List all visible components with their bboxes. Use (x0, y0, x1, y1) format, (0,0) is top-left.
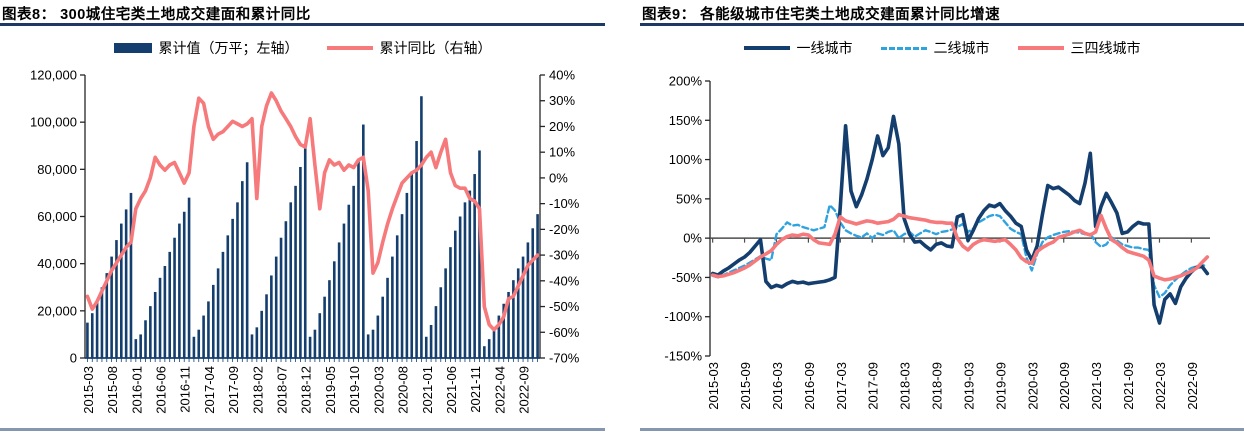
svg-text:100%: 100% (669, 152, 703, 167)
figure9-line-chart: 200% 150% 100% 50% 0% -50% -100% -150% 2015-03 20… (664, 74, 1210, 410)
legend-label: 累计同比（右轴） (379, 42, 492, 57)
svg-text:2015-03: 2015-03 (81, 366, 96, 414)
legend-item-cumulative-value: 累计值（万平；左轴） (113, 38, 299, 58)
svg-text:40%: 40% (549, 68, 575, 83)
svg-text:2022-09: 2022-09 (517, 366, 532, 414)
svg-text:-50%: -50% (549, 299, 580, 314)
legend-label: 一线城市 (796, 42, 853, 57)
svg-text:2017-09: 2017-09 (226, 366, 241, 414)
svg-text:2021-01: 2021-01 (420, 366, 435, 414)
svg-text:2018-09: 2018-09 (930, 362, 945, 410)
svg-text:20%: 20% (549, 119, 575, 134)
svg-text:-10%: -10% (549, 196, 580, 211)
svg-text:200%: 200% (669, 74, 703, 89)
figure8-bottom-rule (0, 428, 605, 431)
figure8-panel: 图表8： 300城住宅类土地成交建面和累计同比 累计值（万平；左轴） 累计同比（… (0, 0, 605, 441)
svg-text:2019-09: 2019-09 (993, 362, 1008, 410)
figure8-legend: 累计值（万平；左轴） 累计同比（右轴） (0, 36, 605, 60)
legend-label: 二线城市 (933, 42, 990, 57)
svg-text:2017-03: 2017-03 (834, 362, 849, 410)
figure9-caption-rule (640, 23, 1244, 26)
svg-text:2015-08: 2015-08 (105, 366, 120, 414)
legend-label: 三四线城市 (1070, 42, 1141, 57)
svg-text:2016-09: 2016-09 (802, 362, 817, 410)
svg-text:-100%: -100% (664, 309, 702, 324)
svg-text:2022-03: 2022-03 (1153, 362, 1168, 410)
svg-text:2021-03: 2021-03 (1089, 362, 1104, 410)
line-swatch-icon (326, 46, 373, 50)
svg-text:0: 0 (70, 351, 77, 366)
svg-text:30%: 30% (549, 93, 575, 108)
figure8-bar-line-chart: 0 20,000 40,000 60,000 80,000 100,000 120,000 4… (30, 68, 580, 414)
svg-text:0%: 0% (549, 170, 568, 185)
svg-text:2016-03: 2016-03 (770, 362, 785, 410)
svg-text:2020-03: 2020-03 (1025, 362, 1040, 410)
svg-text:-20%: -20% (549, 222, 580, 237)
svg-text:2020-03: 2020-03 (371, 366, 386, 414)
legend-item-tier1: 一线城市 (743, 38, 853, 58)
svg-text:50%: 50% (676, 191, 702, 206)
svg-text:2020-09: 2020-09 (1057, 362, 1072, 410)
svg-text:0%: 0% (683, 231, 702, 246)
svg-text:80,000: 80,000 (37, 162, 77, 177)
svg-text:-150%: -150% (664, 349, 702, 364)
figure9-legend: 一线城市 二线城市 三四线城市 (640, 36, 1244, 60)
svg-text:2018-07: 2018-07 (275, 366, 290, 414)
svg-text:120,000: 120,000 (30, 68, 77, 83)
figure9-panel: 图表9： 各能级城市住宅类土地成交建面累计同比增速 一线城市 二线城市 三四线城… (640, 0, 1244, 441)
svg-text:-40%: -40% (549, 273, 580, 288)
dashed-line-swatch-icon (880, 46, 927, 50)
svg-text:150%: 150% (669, 113, 703, 128)
svg-text:2022-09: 2022-09 (1185, 362, 1200, 410)
svg-text:2019-03: 2019-03 (961, 362, 976, 410)
figure8-caption-rule (0, 23, 605, 26)
svg-text:2015-03: 2015-03 (706, 362, 721, 410)
svg-text:2022-04: 2022-04 (492, 366, 507, 414)
svg-text:2018-12: 2018-12 (299, 366, 314, 414)
legend-item-cumulative-yoy: 累计同比（右轴） (326, 38, 492, 58)
svg-text:-30%: -30% (549, 248, 580, 263)
svg-text:-70%: -70% (549, 351, 580, 366)
legend-item-tier2: 二线城市 (880, 38, 990, 58)
line-swatch-icon (743, 46, 790, 50)
svg-text:60,000: 60,000 (37, 209, 77, 224)
figure8-caption: 图表8： 300城住宅类土地成交建面和累计同比 (2, 7, 311, 23)
svg-text:2021-11: 2021-11 (468, 366, 483, 413)
svg-text:2016-11: 2016-11 (178, 366, 193, 413)
legend-label: 累计值（万平；左轴） (158, 42, 299, 57)
svg-text:2020-08: 2020-08 (396, 366, 411, 414)
svg-text:2016-01: 2016-01 (129, 366, 144, 414)
svg-text:2019-10: 2019-10 (347, 366, 362, 414)
figure9-bottom-rule (640, 428, 1244, 431)
figure9-caption: 图表9： 各能级城市住宅类土地成交建面累计同比增速 (642, 7, 1001, 23)
svg-text:2018-03: 2018-03 (898, 362, 913, 410)
svg-text:2017-04: 2017-04 (202, 366, 217, 414)
svg-text:20,000: 20,000 (37, 303, 77, 318)
svg-text:10%: 10% (549, 145, 575, 160)
svg-text:2016-06: 2016-06 (154, 366, 169, 414)
svg-text:2018-02: 2018-02 (250, 366, 265, 414)
svg-text:2015-09: 2015-09 (738, 362, 753, 410)
svg-text:2019-05: 2019-05 (323, 366, 338, 414)
svg-text:2021-06: 2021-06 (444, 366, 459, 414)
bar-swatch-icon (113, 43, 152, 53)
svg-text:40,000: 40,000 (37, 256, 77, 271)
svg-text:2021-09: 2021-09 (1121, 362, 1136, 410)
legend-item-tier34: 三四线城市 (1017, 38, 1141, 58)
svg-text:-60%: -60% (549, 325, 580, 340)
svg-text:2017-09: 2017-09 (866, 362, 881, 410)
svg-text:-50%: -50% (672, 270, 703, 285)
svg-text:100,000: 100,000 (30, 115, 77, 130)
line-swatch-icon (1017, 46, 1064, 50)
